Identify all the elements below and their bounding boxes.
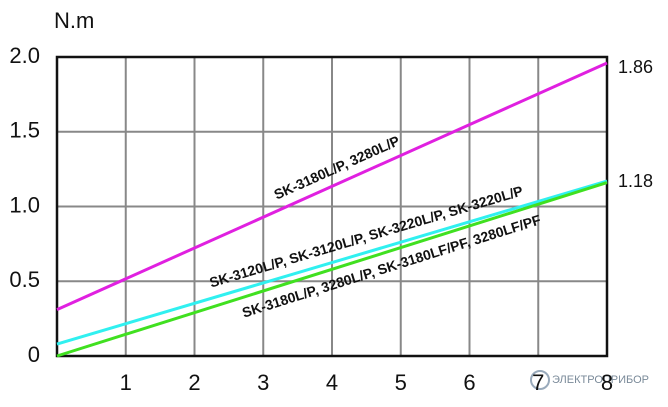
x-tick-label: 7 <box>532 370 544 395</box>
plot-frame <box>55 55 609 358</box>
x-tick-label: 1 <box>120 370 132 395</box>
logo <box>530 370 550 390</box>
x-tick-label: 6 <box>463 370 475 395</box>
x-tick-label: 2 <box>188 370 200 395</box>
end-label: 1.18 <box>618 171 653 191</box>
x-tick-label: 3 <box>257 370 269 395</box>
series-line <box>56 61 608 312</box>
y-tick-label: 0.5 <box>9 267 40 292</box>
y-tick-label: 1.0 <box>9 192 40 217</box>
series-line <box>56 179 608 346</box>
x-tick-label: 4 <box>326 370 338 395</box>
end-label: 1.86 <box>618 57 653 77</box>
y-axis-label: N.m <box>54 8 94 33</box>
x-tick-label: 8 <box>601 370 613 395</box>
x-tick-label: 5 <box>395 370 407 395</box>
series-line <box>56 181 608 358</box>
y-tick-label: 2.0 <box>9 43 40 68</box>
y-tick-label: 1.5 <box>9 118 40 143</box>
watermark: ЭЛЕКТРОПРИБОР <box>552 374 649 386</box>
series-label: SK-3180L/P, 3280L/P <box>271 132 402 202</box>
y-tick-label: 0 <box>28 342 40 367</box>
